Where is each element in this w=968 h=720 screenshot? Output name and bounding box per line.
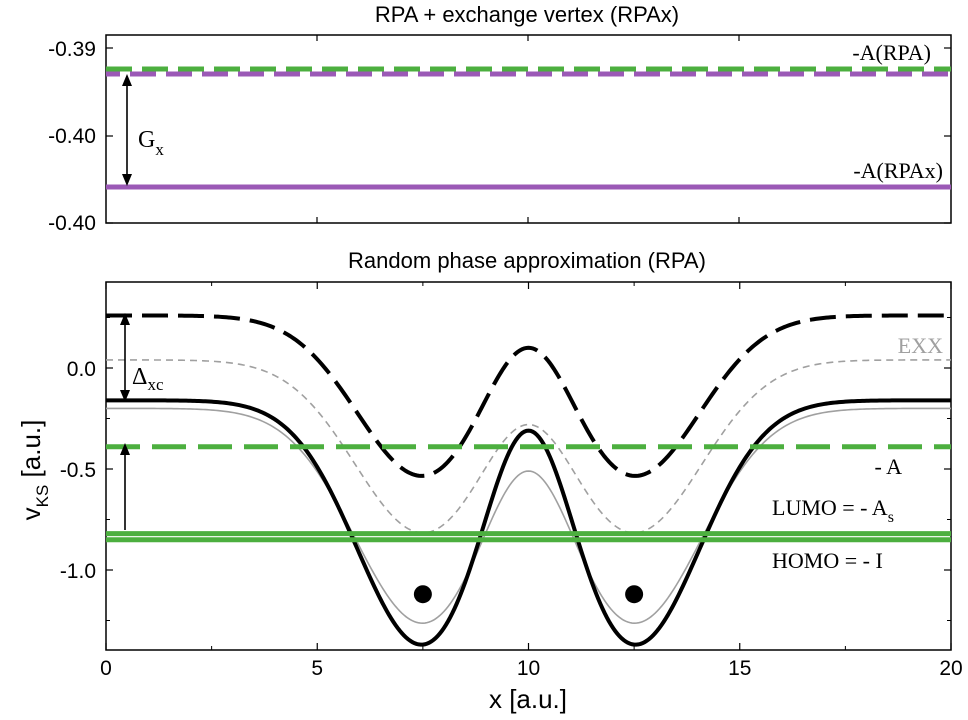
solid-gray-curve (106, 407, 951, 624)
xtick-label: 15 (728, 657, 751, 680)
lumo-label: LUMO = - As (772, 495, 894, 526)
xtick-label: 20 (939, 657, 962, 680)
x-axis-label: x [a.u.] (489, 684, 567, 714)
lumo-label-sub: s (888, 509, 894, 526)
y-axis-label-main: v (16, 507, 46, 520)
bottom-panel-curves (106, 313, 951, 647)
exx-label: EXX (898, 333, 943, 358)
top-panel-frame (105, 34, 952, 224)
gx-label: Gx (138, 127, 164, 159)
y-axis-label-sub: KS (33, 485, 52, 508)
lumo-label-main: LUMO = - A (772, 495, 888, 520)
top-panel-title: RPA + exchange vertex (RPAx) (375, 2, 679, 27)
gx-arrow (122, 74, 132, 186)
ytick-label: 0.0 (67, 358, 96, 381)
bottom-panel-rpa: Random phase approximation (RPA) vKS [a.… (16, 248, 963, 714)
top-panel-rpax: RPA + exchange vertex (RPAx) -0.39 -0.40… (48, 2, 952, 235)
rpax-affinity-label: -A(RPAx) (853, 158, 943, 183)
y-axis-label-tail: [a.u.] (16, 420, 46, 485)
bottom-panel-levels (106, 444, 951, 543)
rpa-affinity-label: -A(RPA) (852, 40, 931, 65)
y-axis-label: vKS [a.u.] (16, 420, 52, 521)
top-panel-ytick-marks (106, 47, 951, 224)
ytick-label: -1.0 (60, 560, 96, 583)
delta-xc-arrow (120, 313, 130, 402)
solid-black-curve (106, 398, 951, 647)
gap-arrow (120, 443, 130, 530)
delta-xc-sub: xc (147, 375, 164, 394)
top-panel-xtick-marks (316, 35, 740, 223)
xtick-label: 5 (311, 657, 323, 680)
xtick-label: 0 (100, 657, 112, 680)
top-ytick-label-1: -0.39 (48, 38, 96, 61)
dashed-black-curve (106, 313, 951, 478)
xtick-label: 10 (517, 657, 540, 680)
bottom-panel-ticks: 0 5 10 15 20 0.0 -0.5 -1.0 (60, 282, 963, 680)
gx-label-main: G (138, 127, 155, 153)
bottom-panel-frame (105, 281, 952, 651)
top-ytick-label-2: -0.40 (48, 125, 96, 148)
homo-label: HOMO = - I (772, 548, 883, 573)
atom-marker (413, 585, 432, 604)
bottom-panel-title: Random phase approximation (RPA) (348, 248, 706, 273)
minus-a-label: - A (875, 454, 903, 479)
ytick-label: -0.5 (60, 459, 96, 482)
atom-marker (625, 585, 644, 604)
delta-xc-main: Δ (132, 364, 147, 390)
top-ytick-label-3: -0.40 (48, 212, 96, 235)
delta-xc-label: Δxc (132, 364, 164, 394)
gx-label-sub: x (155, 140, 164, 159)
bottom-panel-atoms (413, 585, 644, 604)
